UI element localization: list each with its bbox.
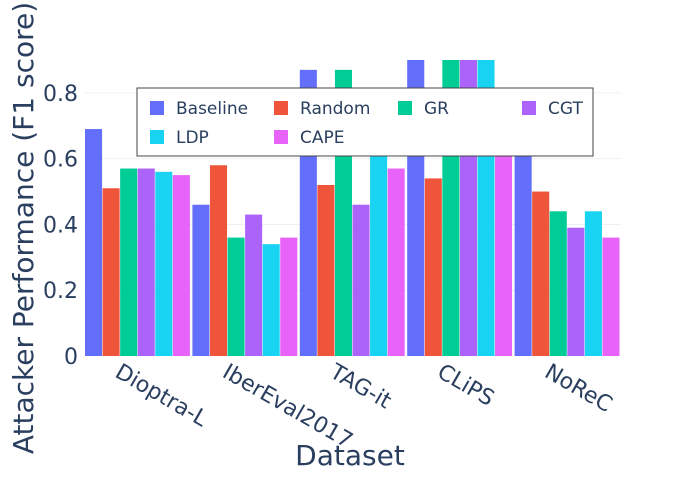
bar-ldp-norec: [584, 211, 602, 356]
bar-random-tag-it: [317, 184, 335, 356]
bar-baseline-dioptra-l: [85, 129, 103, 356]
legend-label: CAPE: [300, 128, 345, 148]
bar-gr-norec: [549, 211, 567, 356]
x-tick-label: TAG-it: [325, 359, 396, 414]
x-axis-title: Dataset: [295, 439, 405, 472]
legend-label: Random: [300, 99, 370, 119]
bar-cgt-tag-it: [352, 204, 370, 356]
bar-cgt-dioptra-l: [137, 168, 155, 356]
legend-label: LDP: [176, 128, 209, 148]
y-axis-title: Attacker Performance (F1 score): [7, 2, 40, 454]
bar-cape-tag-it: [387, 168, 405, 356]
y-tick-label: 0.2: [43, 279, 78, 304]
bar-baseline-ibereval2017: [192, 204, 210, 356]
legend-swatch: [274, 101, 288, 115]
bar-random-clips: [424, 178, 442, 356]
bar-ldp-dioptra-l: [155, 171, 173, 356]
x-tick-label: NoReC: [540, 360, 616, 418]
legend-label: Baseline: [176, 99, 248, 119]
legend-label: GR: [424, 99, 449, 119]
legend-swatch: [150, 130, 164, 144]
bar-cgt-norec: [567, 227, 585, 356]
bar-baseline-norec: [514, 152, 532, 356]
y-tick-label: 0.6: [43, 148, 78, 173]
bar-cape-dioptra-l: [172, 175, 190, 356]
bar-random-norec: [532, 191, 550, 356]
legend: Baseline Random GR CGT LDP CAPE: [136, 87, 594, 157]
bar-cgt-ibereval2017: [245, 214, 263, 356]
legend-box: [136, 87, 594, 157]
legend-swatch: [398, 101, 412, 115]
legend-swatch: [150, 101, 164, 115]
legend-swatch: [274, 130, 288, 144]
legend-swatch: [522, 101, 536, 115]
bar-ldp-tag-it: [370, 152, 388, 356]
bar-gr-dioptra-l: [120, 168, 138, 356]
y-tick-label: 0.4: [43, 213, 78, 238]
bar-gr-ibereval2017: [227, 237, 245, 356]
bar-random-dioptra-l: [102, 188, 120, 356]
x-tick-label: Dioptra-L: [111, 360, 212, 433]
y-tick-label: 0: [64, 345, 78, 370]
bar-ldp-ibereval2017: [262, 244, 280, 356]
x-tick-label: CLiPS: [433, 360, 498, 412]
legend-label: CGT: [548, 99, 583, 119]
y-tick-label: 0.8: [43, 82, 78, 107]
bar-cape-ibereval2017: [280, 237, 298, 356]
y-tick-labels: 0 0.2 0.4 0.6 0.8: [43, 82, 78, 370]
bar-cape-norec: [602, 237, 620, 356]
bar-random-ibereval2017: [209, 165, 228, 356]
bar-cape-clips: [495, 148, 513, 356]
